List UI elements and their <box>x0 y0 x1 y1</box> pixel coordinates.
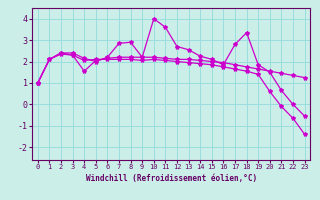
X-axis label: Windchill (Refroidissement éolien,°C): Windchill (Refroidissement éolien,°C) <box>86 174 257 183</box>
